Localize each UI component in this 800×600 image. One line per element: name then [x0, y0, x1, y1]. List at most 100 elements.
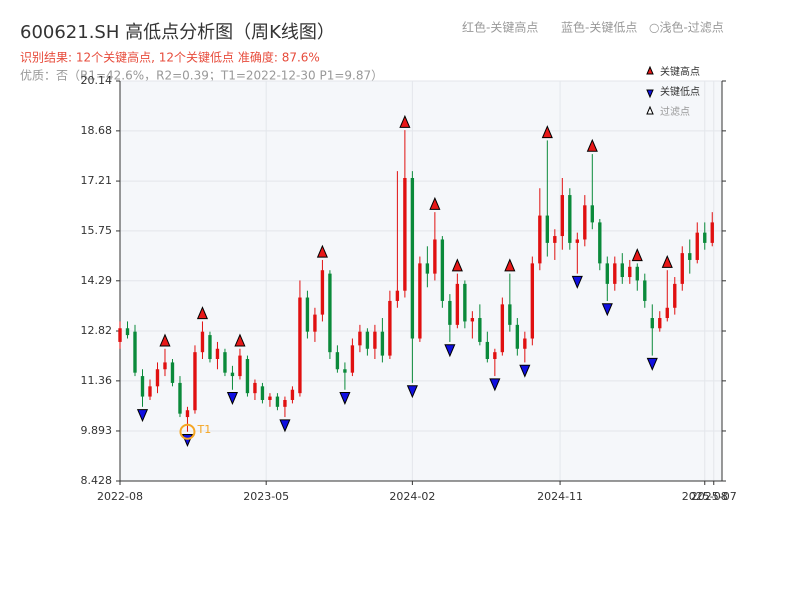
candle-body [268, 396, 272, 400]
candle-body [395, 290, 400, 301]
candle-body [613, 263, 617, 284]
legend-marker [646, 89, 654, 99]
header-legend: 红色-关键高点 [462, 20, 538, 35]
key-high-marker [541, 125, 553, 139]
key-high-marker [234, 333, 246, 347]
key-low-marker [279, 419, 291, 433]
candle-body [598, 222, 602, 264]
candle-body [358, 331, 362, 346]
legend-marker [646, 65, 654, 75]
key-high-marker [159, 333, 171, 347]
candle-body [620, 263, 624, 278]
candle-body [283, 399, 287, 407]
y-tick-label: 18.68 [81, 124, 113, 137]
chart-title: 600621.SH 高低点分析图（周K线图） [20, 22, 335, 43]
candle-body [463, 283, 467, 322]
candle-body [635, 266, 639, 281]
candle-body [388, 300, 392, 356]
candle-body [493, 352, 497, 360]
candle-body [155, 369, 160, 387]
candle-body [208, 335, 212, 360]
candle-body [133, 331, 137, 373]
legend-label: 关键高点 [660, 65, 700, 78]
candle-body [560, 195, 565, 237]
candle-body [230, 372, 235, 377]
key-low-marker [136, 409, 149, 423]
candle-body [583, 205, 587, 240]
header-legend: ○浅色-过滤点 [649, 21, 724, 35]
candle-body [223, 352, 227, 373]
candle-body [688, 253, 692, 260]
candle-body [410, 177, 415, 339]
candle-body [275, 396, 280, 407]
candle-body [545, 215, 550, 243]
key-high-marker [429, 196, 441, 210]
candle-body [508, 304, 512, 325]
legend-label: 过滤点 [660, 105, 690, 118]
key-low-marker [226, 392, 239, 406]
x-tick-label: 2024-02 [389, 490, 435, 503]
candle-body [665, 307, 669, 319]
candle-body [485, 341, 490, 360]
key-high-marker [316, 244, 328, 258]
candle-body [680, 253, 684, 284]
key-high-marker [586, 138, 598, 152]
candle-body [628, 266, 632, 278]
candle-body [298, 297, 302, 394]
y-tick-label: 9.893 [81, 424, 113, 437]
candle-body [200, 331, 205, 353]
candle-body [373, 331, 377, 349]
key-low-marker [339, 392, 351, 406]
candle-body [590, 205, 594, 223]
candle-body [433, 239, 437, 274]
key-low-marker [646, 357, 658, 371]
x-tick-label: 2025-07 [691, 490, 737, 503]
y-tick-label: 15.75 [81, 224, 113, 237]
candle-body [530, 263, 535, 339]
candle-body [118, 328, 122, 342]
key-high-marker [196, 306, 209, 320]
candle-body [710, 222, 714, 243]
candle-body [703, 232, 707, 243]
key-low-marker [489, 378, 501, 392]
key-high-marker [451, 258, 463, 272]
candle-body [568, 195, 572, 243]
key-high-marker [661, 254, 673, 268]
candle-body [478, 318, 482, 342]
candle-body [448, 300, 452, 325]
candle-body [343, 369, 347, 373]
header-legend: 蓝色-关键低点 [561, 21, 637, 35]
candle-body [253, 382, 257, 394]
key-low-marker [571, 275, 583, 289]
candle-body [170, 362, 175, 383]
key-high-marker [631, 248, 643, 262]
candle-body [305, 297, 310, 332]
x-tick-label: 2023-05 [243, 490, 289, 503]
x-tick-label: 2025-08 [682, 490, 728, 503]
note: 优质：否（R1=42.6%，R2=0.39；T1=2022-12-30 P1=9… [20, 69, 383, 83]
candle-body [163, 362, 167, 370]
candle-body [125, 328, 130, 336]
key-high-marker [504, 258, 516, 272]
key-high-marker [399, 114, 411, 128]
candle-body [320, 270, 325, 315]
key-low-marker [519, 364, 531, 378]
x-tick-label: 2022-08 [97, 490, 143, 503]
candle-body [335, 352, 340, 370]
candle-body [440, 239, 445, 301]
annotation-label: T1 [196, 423, 211, 436]
candle-body [140, 376, 145, 397]
candle-body [178, 382, 182, 414]
candle-body [418, 263, 422, 339]
candle-body [695, 232, 699, 260]
candle-body [365, 331, 370, 349]
candle-body [245, 359, 250, 394]
candle-body [185, 410, 190, 418]
candle-body [215, 348, 220, 360]
candle-body [523, 338, 527, 349]
candle-body [575, 239, 579, 243]
candle-body [673, 283, 677, 308]
candle-body [148, 386, 152, 397]
candle-body [455, 283, 460, 325]
candle-body [380, 331, 385, 356]
